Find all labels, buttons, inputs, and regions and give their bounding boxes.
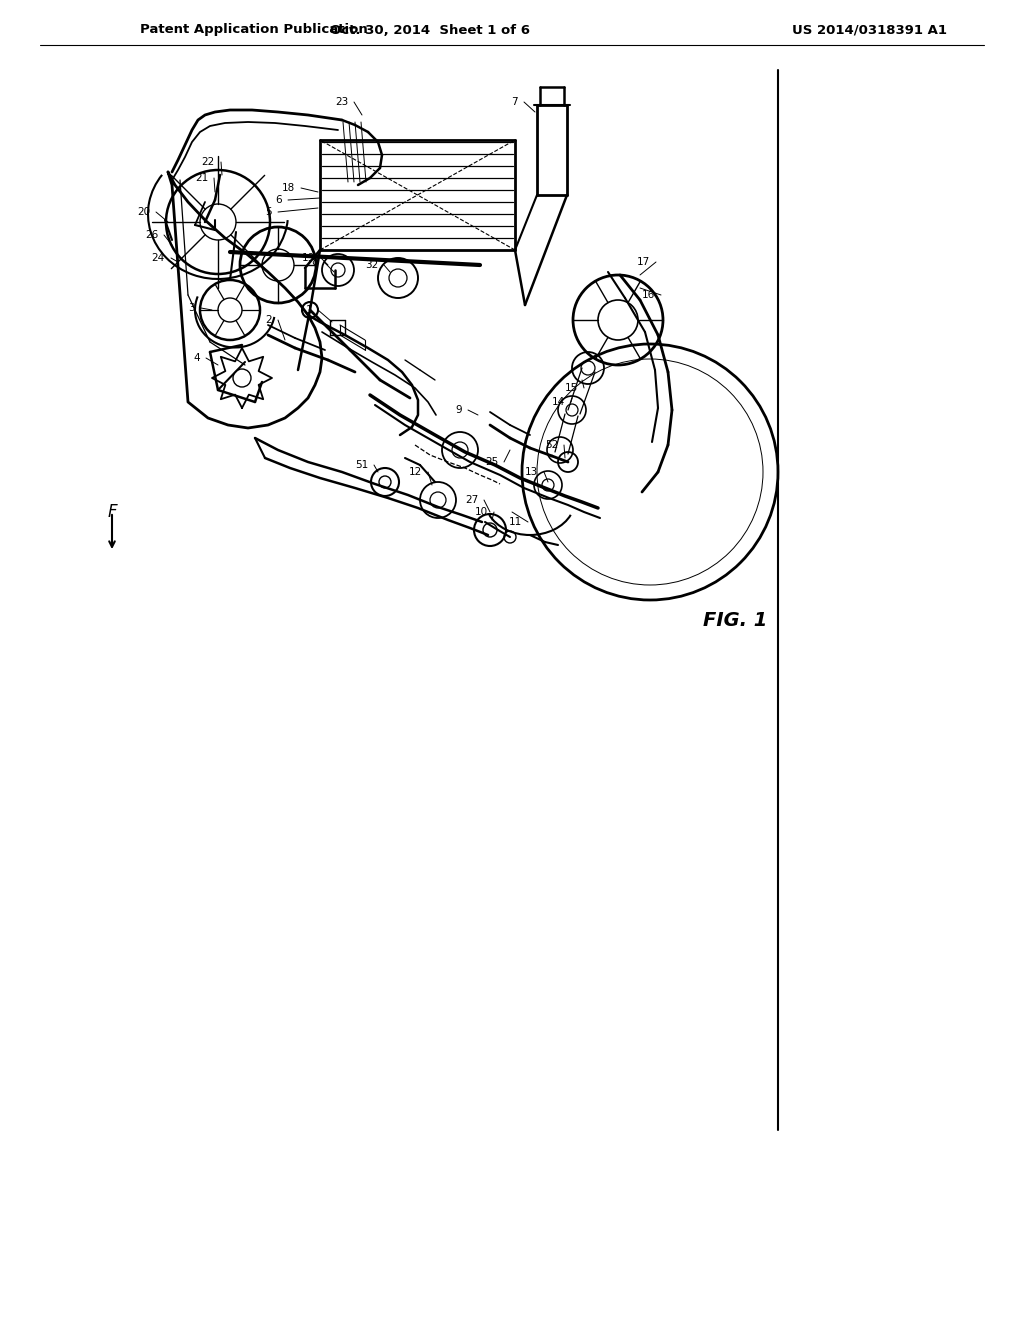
Text: 23: 23 (335, 96, 348, 107)
Text: 22: 22 (202, 157, 215, 168)
Text: 15: 15 (565, 383, 578, 393)
Text: 9: 9 (456, 405, 462, 414)
Text: 10: 10 (475, 507, 488, 517)
Text: Patent Application Publication: Patent Application Publication (140, 24, 368, 37)
Text: 27: 27 (465, 495, 478, 506)
Text: 17: 17 (637, 257, 650, 267)
Text: 6: 6 (275, 195, 282, 205)
Text: 14: 14 (552, 397, 565, 407)
Text: 1: 1 (305, 305, 312, 315)
Text: 20: 20 (137, 207, 150, 216)
Text: 4: 4 (194, 352, 200, 363)
Text: 13: 13 (524, 467, 538, 477)
Text: 11: 11 (509, 517, 522, 527)
Text: FIG. 1: FIG. 1 (702, 610, 767, 630)
Text: F: F (108, 503, 117, 521)
Text: 52: 52 (545, 440, 558, 450)
Text: 7: 7 (511, 96, 518, 107)
Text: 25: 25 (484, 457, 498, 467)
Text: 26: 26 (144, 230, 158, 240)
Text: 5: 5 (265, 207, 272, 216)
Text: 18: 18 (282, 183, 295, 193)
Text: 32: 32 (365, 260, 378, 271)
Text: 8: 8 (311, 257, 318, 267)
Text: 19: 19 (302, 253, 315, 263)
Text: 3: 3 (188, 304, 195, 313)
Text: 2: 2 (265, 315, 272, 325)
Text: 51: 51 (354, 459, 368, 470)
Text: 12: 12 (409, 467, 422, 477)
Text: US 2014/0318391 A1: US 2014/0318391 A1 (793, 24, 947, 37)
Text: Oct. 30, 2014  Sheet 1 of 6: Oct. 30, 2014 Sheet 1 of 6 (330, 24, 530, 37)
Text: 16: 16 (642, 290, 655, 300)
Text: 21: 21 (195, 173, 208, 183)
Text: 24: 24 (152, 253, 165, 263)
